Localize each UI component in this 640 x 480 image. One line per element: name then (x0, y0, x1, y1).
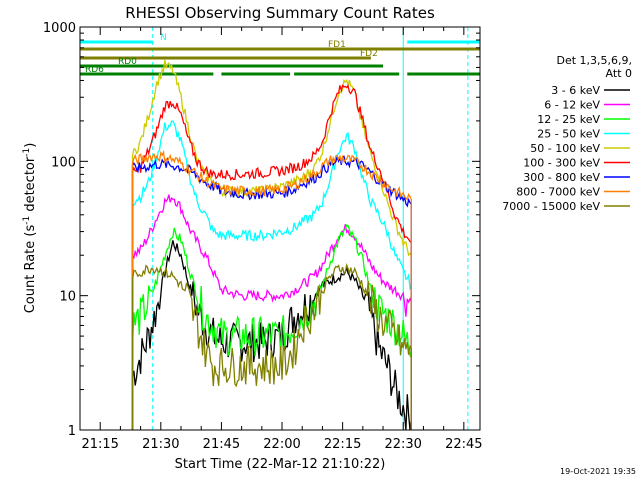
series-line (131, 262, 412, 430)
legend-entry-label: 800 - 7000 keV (516, 186, 600, 199)
legend-entry-label: 50 - 100 keV (530, 142, 600, 155)
series-line (131, 120, 412, 430)
y-tick-label: 1 (68, 424, 76, 439)
legend-header: Det 1,3,5,6,9, (556, 54, 632, 67)
series-line (131, 149, 412, 430)
x-tick-label: 22:15 (324, 437, 361, 452)
series-line (131, 194, 412, 430)
y-tick-label: 10 (59, 290, 76, 305)
bar-label-fd1: FD1 (328, 40, 346, 50)
plot-area: N FD1 FD2 RD0 RD6 1 10 100 1000 21:15 21:30 21:45 22… (43, 21, 483, 452)
y-tick-label: 1000 (43, 21, 76, 36)
series-line (131, 84, 412, 430)
x-tick-label: 22:45 (445, 437, 482, 452)
footer-timestamp: 19-Oct-2021 19:35 (560, 467, 636, 476)
legend-entry-label: 25 - 50 keV (537, 128, 600, 141)
legend: Det 1,3,5,6,9,Att 0 3 - 6 keV 6 - 12 keV12… (502, 54, 632, 213)
x-tick-label: 21:45 (203, 437, 240, 452)
x-tick-label: 22:30 (384, 437, 421, 452)
legend-entry-label: 100 - 300 keV (523, 157, 600, 170)
x-tick-label: 21:15 (81, 437, 118, 452)
x-tick-label: 21:30 (142, 437, 179, 452)
plot-frame (79, 26, 481, 431)
y-tick-label: 100 (51, 155, 76, 170)
legend-entry-label: 300 - 800 keV (523, 171, 600, 184)
bar-label-fd2: FD2 (360, 49, 378, 59)
legend-entry-label: 12 - 25 keV (537, 113, 600, 126)
x-axis-label: Start Time (22-Mar-12 21:10:22) (175, 457, 386, 472)
legend-header: Att 0 (606, 67, 632, 80)
bar-label-rd6: RD6 (85, 65, 104, 75)
x-tick-label: 22:00 (263, 437, 300, 452)
legend-entry-label: 3 - 6 keV (551, 84, 600, 97)
chart-title: RHESSI Observing Summary Count Rates (125, 4, 435, 22)
legend-entry-label: 7000 - 15000 keV (502, 200, 600, 213)
bar-label-rd0: RD0 (118, 57, 137, 67)
series-line (131, 224, 412, 430)
y-axis-label: Count Rate (s-1 detector-1) (22, 143, 38, 314)
bar-label-n: N (160, 33, 167, 43)
legend-entry-label: 6 - 12 keV (544, 99, 600, 112)
